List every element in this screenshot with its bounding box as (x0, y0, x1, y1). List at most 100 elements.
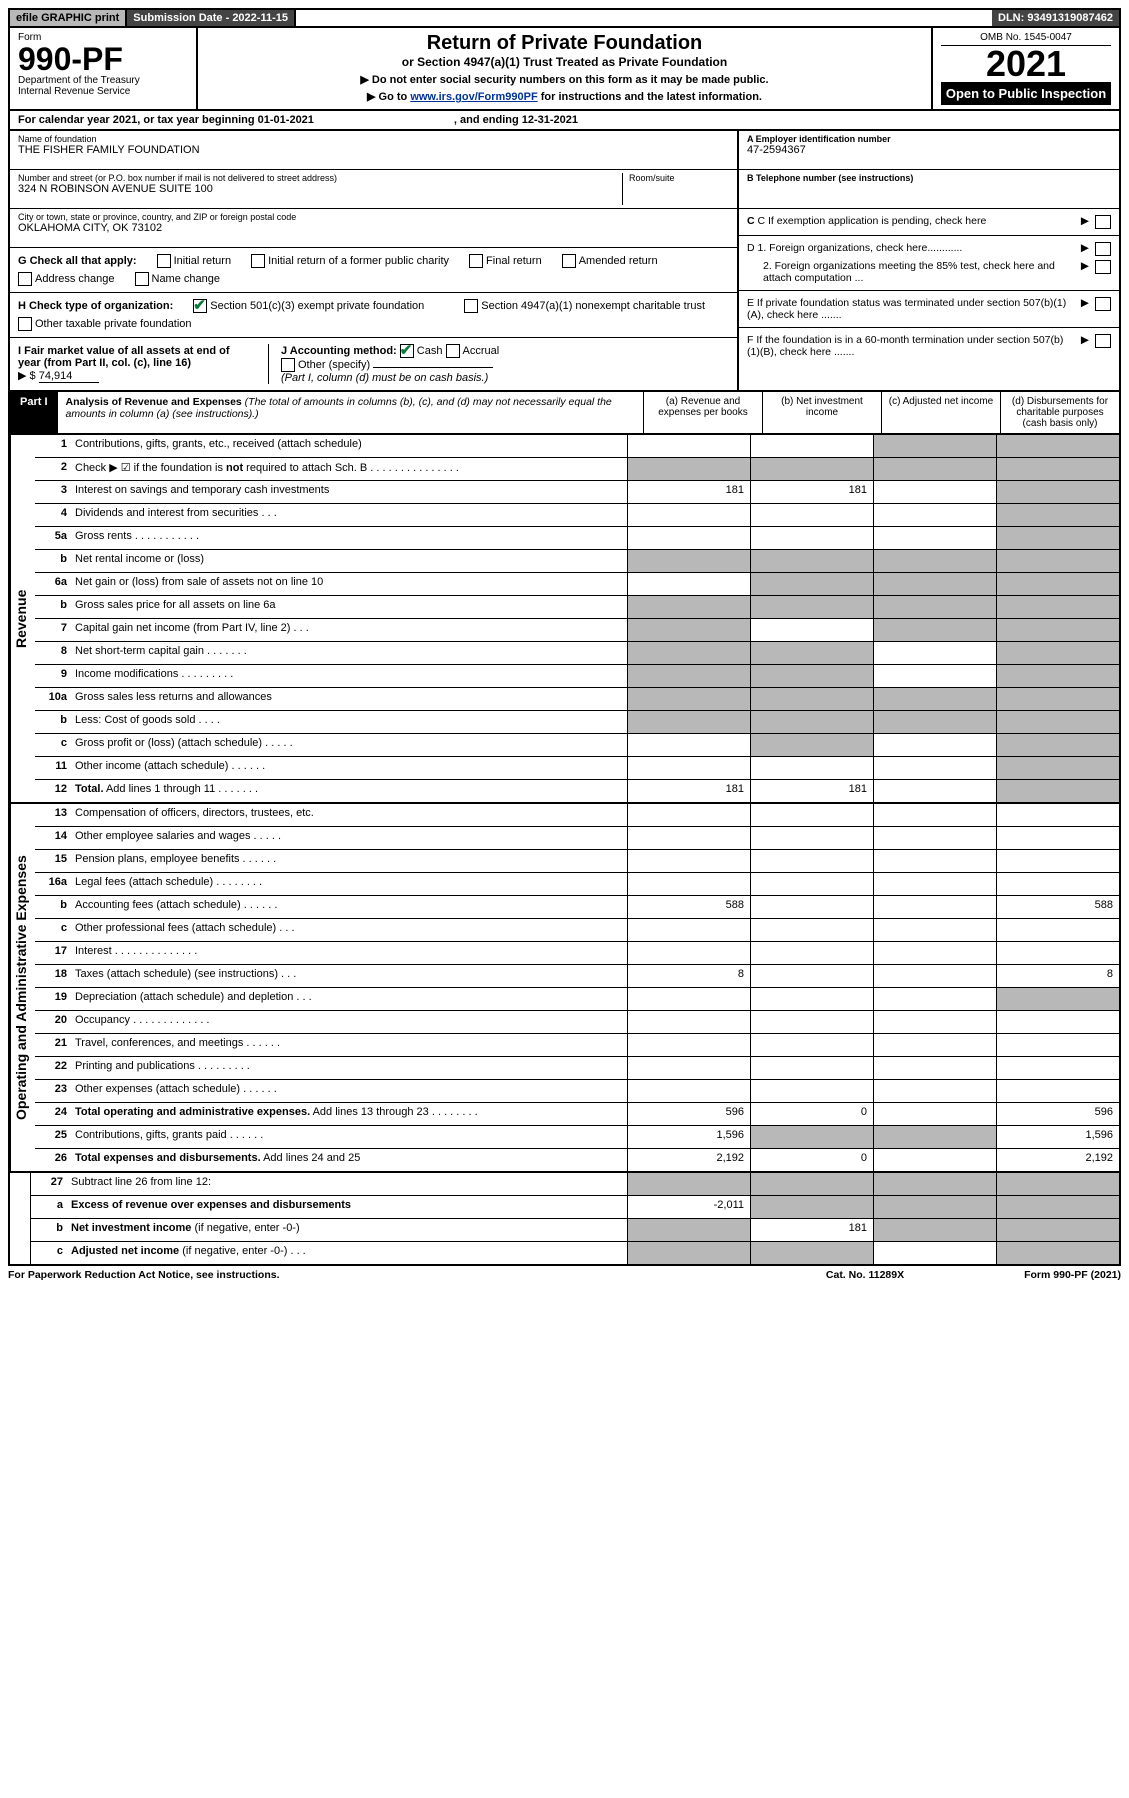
cell-col-d (996, 827, 1119, 849)
d-row: D 1. Foreign organizations, check here..… (739, 236, 1119, 291)
checkbox-icon (562, 254, 576, 268)
other-specify-line (373, 367, 493, 368)
h-opt-other-taxable[interactable]: Other taxable private foundation (18, 317, 192, 331)
h-opt-4947[interactable]: Section 4947(a)(1) nonexempt charitable … (464, 299, 705, 313)
irs-link[interactable]: www.irs.gov/Form990PF (410, 91, 537, 103)
cell-col-d (996, 481, 1119, 503)
row-number: b (35, 596, 71, 618)
cell-col-a (627, 873, 750, 895)
street-address: 324 N ROBINSON AVENUE SUITE 100 (18, 183, 622, 195)
calendar-year-row: For calendar year 2021, or tax year begi… (8, 111, 1121, 131)
g-opt-amended[interactable]: Amended return (562, 254, 658, 268)
form-number: 990-PF (18, 43, 188, 75)
g-opt-final[interactable]: Final return (469, 254, 542, 268)
g-opt-initial-public[interactable]: Initial return of a former public charit… (251, 254, 449, 268)
col-b-header: (b) Net investment income (762, 392, 881, 433)
row-number: 3 (35, 481, 71, 503)
row-number: c (31, 1242, 67, 1264)
spacer (10, 1173, 31, 1264)
form-ref: Form 990-PF (2021) (1024, 1269, 1121, 1281)
table-row: 4Dividends and interest from securities … (35, 504, 1119, 527)
j-other[interactable]: Other (specify) (281, 359, 370, 371)
cell-col-d (996, 988, 1119, 1010)
cell-col-a: 2,192 (627, 1149, 750, 1171)
top-bar: efile GRAPHIC print Submission Date - 20… (8, 8, 1121, 28)
cell-col-c (873, 965, 996, 987)
form-title-box: Return of Private Foundation or Section … (198, 28, 933, 109)
cell-col-c (873, 757, 996, 779)
table-row: 2Check ▶ ☑ if the foundation is not requ… (35, 458, 1119, 481)
form-id-box: Form 990-PF Department of the Treasury I… (10, 28, 198, 109)
table-row: 27Subtract line 26 from line 12: (31, 1173, 1119, 1196)
cell-col-c (873, 1011, 996, 1033)
g-opt-address[interactable]: Address change (18, 272, 115, 286)
row-label: Gross sales price for all assets on line… (71, 596, 627, 618)
g-opt-name[interactable]: Name change (135, 272, 221, 286)
row-number: 4 (35, 504, 71, 526)
cell-col-b (750, 711, 873, 733)
cell-col-d (996, 665, 1119, 687)
cell-col-b (750, 1242, 873, 1264)
cell-col-d (996, 504, 1119, 526)
revenue-rows: 1Contributions, gifts, grants, etc., rec… (35, 435, 1119, 802)
checkbox-icon[interactable] (1095, 260, 1111, 274)
table-row: 1Contributions, gifts, grants, etc., rec… (35, 435, 1119, 458)
cell-col-d (996, 550, 1119, 572)
table-row: 16aLegal fees (attach schedule) . . . . … (35, 873, 1119, 896)
checkbox-icon[interactable] (1095, 334, 1111, 348)
j-cash[interactable]: Cash (400, 345, 443, 357)
row-label: Interest on savings and temporary cash i… (71, 481, 627, 503)
checkbox-icon[interactable] (1095, 215, 1111, 229)
cell-col-b (750, 942, 873, 964)
g-opt-initial[interactable]: Initial return (157, 254, 231, 268)
addr-label: Number and street (or P.O. box number if… (18, 173, 622, 183)
checkbox-icon[interactable] (1095, 242, 1111, 256)
row-number: 27 (31, 1173, 67, 1195)
cell-col-b (750, 504, 873, 526)
foundation-name-block: Name of foundation THE FISHER FAMILY FOU… (10, 131, 737, 170)
table-row: 18Taxes (attach schedule) (see instructi… (35, 965, 1119, 988)
page-footer: For Paperwork Reduction Act Notice, see … (8, 1266, 1121, 1284)
ein-label: A Employer identification number (747, 134, 1111, 144)
cell-col-c (873, 596, 996, 618)
table-row: 21Travel, conferences, and meetings . . … (35, 1034, 1119, 1057)
goto-pre: ▶ Go to (367, 91, 410, 103)
cell-col-a: 1,596 (627, 1126, 750, 1148)
name-label: Name of foundation (18, 134, 729, 144)
table-row: 14Other employee salaries and wages . . … (35, 827, 1119, 850)
efile-print-label[interactable]: efile GRAPHIC print (10, 10, 127, 26)
spacer (296, 10, 992, 26)
form-title: Return of Private Foundation (206, 32, 923, 55)
cell-col-d: 2,192 (996, 1149, 1119, 1171)
row-label: Pension plans, employee benefits . . . .… (71, 850, 627, 872)
checkbox-icon[interactable] (1095, 297, 1111, 311)
row-label: Net investment income (if negative, ente… (67, 1219, 627, 1241)
room-block: Room/suite (622, 173, 729, 205)
cell-col-c (873, 665, 996, 687)
cell-col-a (627, 734, 750, 756)
cell-col-b (750, 1080, 873, 1102)
cell-col-c (873, 550, 996, 572)
cell-col-b (750, 896, 873, 918)
cell-col-d (996, 1219, 1119, 1241)
row-label: Net short-term capital gain . . . . . . … (71, 642, 627, 664)
i-j-row: I Fair market value of all assets at end… (10, 338, 737, 390)
h-opt-501c3[interactable]: Section 501(c)(3) exempt private foundat… (193, 299, 424, 313)
table-row: 13Compensation of officers, directors, t… (35, 804, 1119, 827)
table-row: bNet rental income or (loss) (35, 550, 1119, 573)
cell-col-b (750, 642, 873, 664)
cell-col-a (627, 550, 750, 572)
arrow-icon: ▶ (1081, 242, 1089, 256)
expense-rows: 13Compensation of officers, directors, t… (35, 804, 1119, 1171)
table-row: 25Contributions, gifts, grants paid . . … (35, 1126, 1119, 1149)
cell-col-b (750, 965, 873, 987)
dept-treasury: Department of the Treasury (18, 75, 188, 86)
checkbox-icon (469, 254, 483, 268)
cell-col-d (996, 527, 1119, 549)
f-row: F If the foundation is in a 60-month ter… (739, 328, 1119, 364)
cell-col-b (750, 1126, 873, 1148)
dln: DLN: 93491319087462 (992, 10, 1119, 26)
table-row: 24Total operating and administrative exp… (35, 1103, 1119, 1126)
j-accrual[interactable]: Accrual (446, 345, 500, 357)
cell-col-b (750, 873, 873, 895)
